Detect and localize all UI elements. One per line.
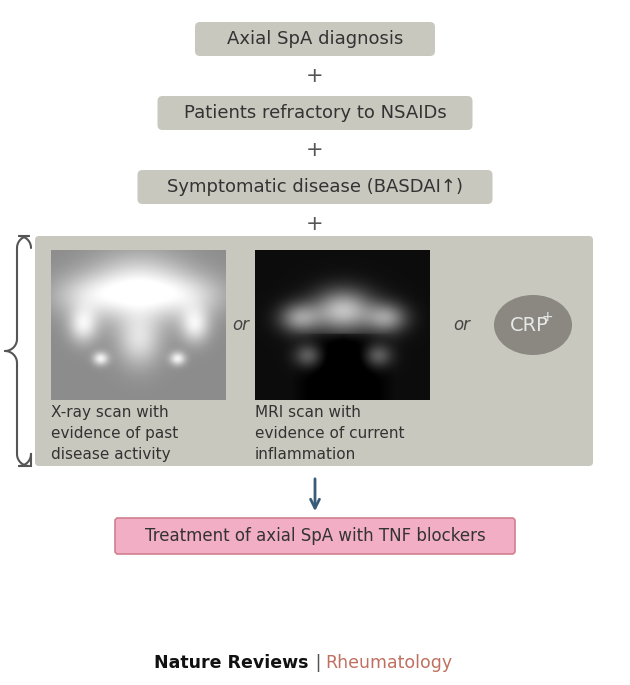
Text: Treatment of axial SpA with TNF blockers: Treatment of axial SpA with TNF blockers bbox=[145, 527, 485, 545]
FancyBboxPatch shape bbox=[35, 236, 593, 466]
Text: CRP: CRP bbox=[510, 316, 548, 334]
Text: or: or bbox=[232, 316, 249, 334]
Text: +: + bbox=[306, 140, 324, 160]
Text: |: | bbox=[310, 654, 327, 672]
FancyBboxPatch shape bbox=[195, 22, 435, 56]
Text: Patients refractory to NSAIDs: Patients refractory to NSAIDs bbox=[183, 104, 447, 122]
FancyBboxPatch shape bbox=[137, 170, 493, 204]
Text: or: or bbox=[453, 316, 470, 334]
Text: +: + bbox=[306, 214, 324, 234]
Text: Rheumatology: Rheumatology bbox=[325, 654, 452, 672]
Text: X-ray scan with
evidence of past
disease activity: X-ray scan with evidence of past disease… bbox=[51, 405, 178, 462]
Ellipse shape bbox=[494, 295, 572, 355]
Text: +: + bbox=[541, 310, 553, 324]
Text: Axial SpA diagnosis: Axial SpA diagnosis bbox=[227, 30, 403, 48]
FancyBboxPatch shape bbox=[115, 518, 515, 554]
Text: Symptomatic disease (BASDAI↑): Symptomatic disease (BASDAI↑) bbox=[167, 178, 463, 196]
Text: MRI scan with
evidence of current
inflammation: MRI scan with evidence of current inflam… bbox=[255, 405, 404, 462]
Text: Nature Reviews: Nature Reviews bbox=[154, 654, 308, 672]
Text: +: + bbox=[306, 66, 324, 86]
FancyBboxPatch shape bbox=[158, 96, 472, 130]
